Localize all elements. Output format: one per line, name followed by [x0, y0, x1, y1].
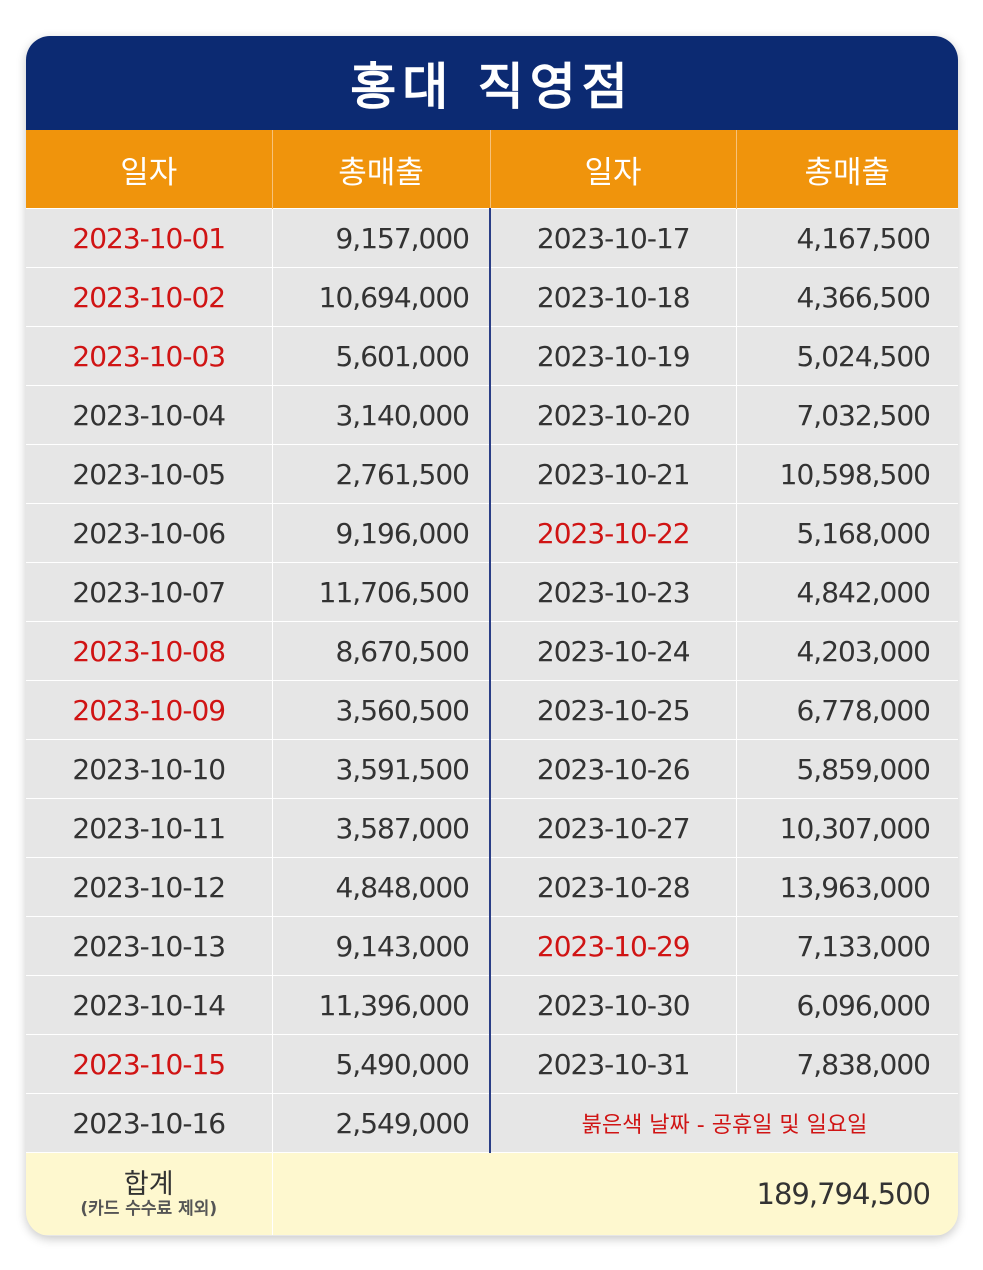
- total-label-cell: 합계 (카드 수수료 제외): [26, 1152, 272, 1235]
- column-header-date: 일자: [489, 130, 736, 209]
- table-row: 2023-10-15 5,490,000 2023-10-31 7,838,000: [26, 1034, 958, 1094]
- table-row: 2023-10-16 2,549,000 붉은색 날짜 - 공휴일 및 일요일: [26, 1093, 958, 1153]
- date-cell: 2023-10-09: [26, 680, 272, 740]
- sales-cell: 11,706,500: [271, 562, 490, 622]
- sales-cell: 5,024,500: [735, 326, 958, 386]
- total-label: 합계: [123, 1168, 174, 1200]
- column-header-sales: 총매출: [271, 130, 490, 209]
- column-header-date: 일자: [26, 130, 272, 209]
- sales-cell: 3,587,000: [271, 798, 490, 858]
- table-row: 2023-10-03 5,601,000 2023-10-19 5,024,500: [26, 326, 958, 386]
- table-row: 2023-10-11 3,587,000 2023-10-27 10,307,000: [26, 798, 958, 858]
- date-cell: 2023-10-07: [26, 562, 272, 622]
- date-cell: 2023-10-17: [489, 208, 736, 268]
- sales-cell: 4,848,000: [271, 857, 490, 917]
- sales-cell: 7,032,500: [735, 385, 958, 445]
- sales-card: 홍대 직영점 일자 총매출 일자 총매출 2023-10-01 9,157,000…: [26, 36, 958, 1236]
- date-cell: 2023-10-29: [489, 916, 736, 976]
- sales-cell: 10,598,500: [735, 444, 958, 504]
- date-cell: 2023-10-05: [26, 444, 272, 504]
- date-cell: 2023-10-27: [489, 798, 736, 858]
- sales-cell: 5,490,000: [271, 1034, 490, 1094]
- table-row: 2023-10-01 9,157,000 2023-10-17 4,167,500: [26, 208, 958, 268]
- total-sublabel: (카드 수수료 제외): [80, 1198, 218, 1219]
- date-cell: 2023-10-28: [489, 857, 736, 917]
- date-cell: 2023-10-03: [26, 326, 272, 386]
- date-cell: 2023-10-19: [489, 326, 736, 386]
- sales-cell: 6,778,000: [735, 680, 958, 740]
- sales-cell: 3,560,500: [271, 680, 490, 740]
- table-row: 2023-10-06 9,196,000 2023-10-22 5,168,000: [26, 503, 958, 563]
- sales-cell: 4,167,500: [735, 208, 958, 268]
- sales-cell: 7,133,000: [735, 916, 958, 976]
- table-row: 2023-10-12 4,848,000 2023-10-28 13,963,000: [26, 857, 958, 917]
- sales-cell: 2,761,500: [271, 444, 490, 504]
- date-cell: 2023-10-13: [26, 916, 272, 976]
- date-cell: 2023-10-25: [489, 680, 736, 740]
- date-cell: 2023-10-10: [26, 739, 272, 799]
- sales-cell: 11,396,000: [271, 975, 490, 1035]
- sales-cell: 7,838,000: [735, 1034, 958, 1094]
- table-header-row: 일자 총매출 일자 총매출: [26, 130, 958, 209]
- sales-cell: 9,196,000: [271, 503, 490, 563]
- date-cell: 2023-10-08: [26, 621, 272, 681]
- date-cell: 2023-10-04: [26, 385, 272, 445]
- sales-cell: 10,307,000: [735, 798, 958, 858]
- sales-cell: 3,140,000: [271, 385, 490, 445]
- total-value: 189,794,500: [271, 1152, 958, 1235]
- sales-cell: 2,549,000: [271, 1093, 490, 1153]
- date-cell: 2023-10-15: [26, 1034, 272, 1094]
- date-cell: 2023-10-22: [489, 503, 736, 563]
- store-title: 홍대 직영점: [26, 36, 958, 130]
- date-cell: 2023-10-06: [26, 503, 272, 563]
- date-cell: 2023-10-02: [26, 267, 272, 327]
- table-row: 2023-10-10 3,591,500 2023-10-26 5,859,000: [26, 739, 958, 799]
- date-cell: 2023-10-20: [489, 385, 736, 445]
- sales-cell: 9,157,000: [271, 208, 490, 268]
- date-cell: 2023-10-30: [489, 975, 736, 1035]
- date-cell: 2023-10-26: [489, 739, 736, 799]
- table-row: 2023-10-02 10,694,000 2023-10-18 4,366,500: [26, 267, 958, 327]
- sales-cell: 4,366,500: [735, 267, 958, 327]
- sales-cell: 13,963,000: [735, 857, 958, 917]
- table-row: 2023-10-08 8,670,500 2023-10-24 4,203,000: [26, 621, 958, 681]
- sales-cell: 5,601,000: [271, 326, 490, 386]
- date-cell: 2023-10-01: [26, 208, 272, 268]
- table-row: 2023-10-14 11,396,000 2023-10-30 6,096,000: [26, 975, 958, 1035]
- sales-cell: 5,859,000: [735, 739, 958, 799]
- sales-cell: 4,842,000: [735, 562, 958, 622]
- sales-cell: 9,143,000: [271, 916, 490, 976]
- date-cell: 2023-10-23: [489, 562, 736, 622]
- table-row: 2023-10-09 3,560,500 2023-10-25 6,778,000: [26, 680, 958, 740]
- table-row: 2023-10-07 11,706,500 2023-10-23 4,842,000: [26, 562, 958, 622]
- column-header-sales: 총매출: [735, 130, 958, 209]
- holiday-note: 붉은색 날짜 - 공휴일 및 일요일: [489, 1093, 958, 1153]
- date-cell: 2023-10-24: [489, 621, 736, 681]
- sales-cell: 5,168,000: [735, 503, 958, 563]
- date-cell: 2023-10-16: [26, 1093, 272, 1153]
- sales-table: 일자 총매출 일자 총매출 2023-10-01 9,157,000 2023-10…: [26, 130, 958, 1235]
- sales-cell: 4,203,000: [735, 621, 958, 681]
- sales-cell: 10,694,000: [271, 267, 490, 327]
- date-cell: 2023-10-11: [26, 798, 272, 858]
- sales-cell: 3,591,500: [271, 739, 490, 799]
- date-cell: 2023-10-12: [26, 857, 272, 917]
- date-cell: 2023-10-14: [26, 975, 272, 1035]
- date-cell: 2023-10-18: [489, 267, 736, 327]
- table-row: 2023-10-05 2,761,500 2023-10-21 10,598,500: [26, 444, 958, 504]
- date-cell: 2023-10-21: [489, 444, 736, 504]
- table-row: 2023-10-04 3,140,000 2023-10-20 7,032,500: [26, 385, 958, 445]
- date-cell: 2023-10-31: [489, 1034, 736, 1094]
- total-row: 합계 (카드 수수료 제외) 189,794,500: [26, 1152, 958, 1235]
- sales-cell: 8,670,500: [271, 621, 490, 681]
- table-row: 2023-10-13 9,143,000 2023-10-29 7,133,000: [26, 916, 958, 976]
- sales-cell: 6,096,000: [735, 975, 958, 1035]
